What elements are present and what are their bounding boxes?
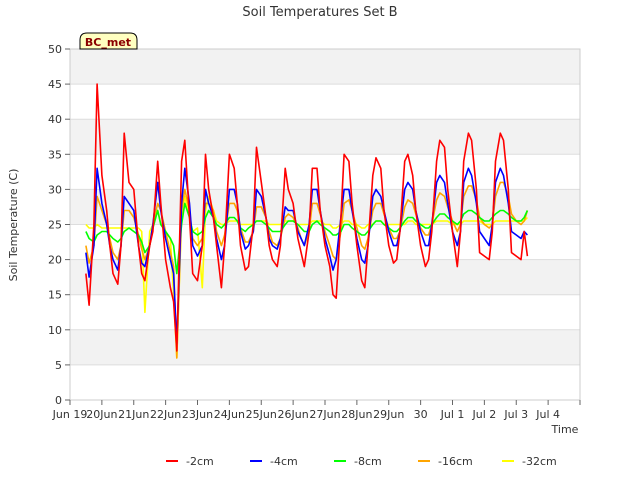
plot-band bbox=[70, 49, 580, 85]
y-tick-label: 0 bbox=[55, 394, 62, 407]
y-tick-label: 20 bbox=[48, 254, 62, 267]
y-tick-label: 30 bbox=[48, 183, 62, 196]
x-tick-label: 25Jun bbox=[246, 408, 277, 421]
legend-label: -32cm bbox=[522, 455, 557, 468]
station-badge-box bbox=[79, 32, 138, 50]
x-tick-label: 24Jun bbox=[214, 408, 245, 421]
chart-title: Soil Temperatures Set B bbox=[242, 5, 397, 20]
x-tick-label: 20Jun bbox=[86, 408, 117, 421]
legend-item: -2cm bbox=[166, 455, 214, 468]
x-tick-label: 22Jun bbox=[150, 408, 181, 421]
legend-item: -16cm bbox=[418, 455, 473, 468]
y-tick-label: 50 bbox=[48, 43, 62, 56]
x-tick-label: 23Jun bbox=[182, 408, 213, 421]
y-tick-label: 10 bbox=[48, 324, 62, 337]
x-tick-label: Jul 3 bbox=[503, 408, 528, 421]
x-tick-label: 26Jun bbox=[278, 408, 309, 421]
legend-label: -8cm bbox=[354, 455, 382, 468]
series-layer bbox=[85, 83, 529, 359]
x-tick-label: Jun 19 bbox=[52, 408, 88, 421]
x-axis-label: Time bbox=[551, 423, 579, 436]
plot-band bbox=[70, 189, 580, 225]
legend-item: -8cm bbox=[334, 455, 382, 468]
series-line-neg2cm bbox=[85, 83, 529, 352]
x-tick-label: 21Jun bbox=[118, 408, 149, 421]
legend-item: -32cm bbox=[502, 455, 557, 468]
y-tick-label: 15 bbox=[48, 289, 62, 302]
plot-band bbox=[70, 329, 580, 365]
legend-label: -4cm bbox=[270, 455, 298, 468]
plot-band bbox=[70, 119, 580, 155]
x-tick-label: 27Jun bbox=[309, 408, 340, 421]
y-axis-ticks: 0 5 10 15 20 25 30 35 40 45 50 bbox=[48, 43, 70, 407]
chart-legend: -2cm -4cm -8cm -16cm -32cm bbox=[166, 455, 557, 468]
y-tick-label: 5 bbox=[55, 359, 62, 372]
station-badge-label: BC_met bbox=[85, 36, 131, 49]
y-axis-label: Soil Temperature (C) bbox=[7, 169, 20, 282]
x-tick-label: Jul 4 bbox=[535, 408, 560, 421]
x-tick-label: 30 bbox=[414, 408, 428, 421]
plot-band bbox=[70, 259, 580, 295]
x-tick-label: Jul 1 bbox=[440, 408, 465, 421]
x-tick-label: 28Jun bbox=[341, 408, 372, 421]
station-badge: BC_met bbox=[79, 32, 138, 50]
y-tick-label: 45 bbox=[48, 78, 62, 91]
legend-label: -2cm bbox=[186, 455, 214, 468]
legend-label: -16cm bbox=[438, 455, 473, 468]
x-tick-label: 29Jun bbox=[373, 408, 404, 421]
y-tick-label: 40 bbox=[48, 113, 62, 126]
y-tick-label: 35 bbox=[48, 148, 62, 161]
legend-item: -4cm bbox=[250, 455, 298, 468]
x-tick-label: Jul 2 bbox=[471, 408, 496, 421]
y-tick-label: 25 bbox=[48, 219, 62, 232]
series-line-neg4cm bbox=[85, 167, 528, 345]
